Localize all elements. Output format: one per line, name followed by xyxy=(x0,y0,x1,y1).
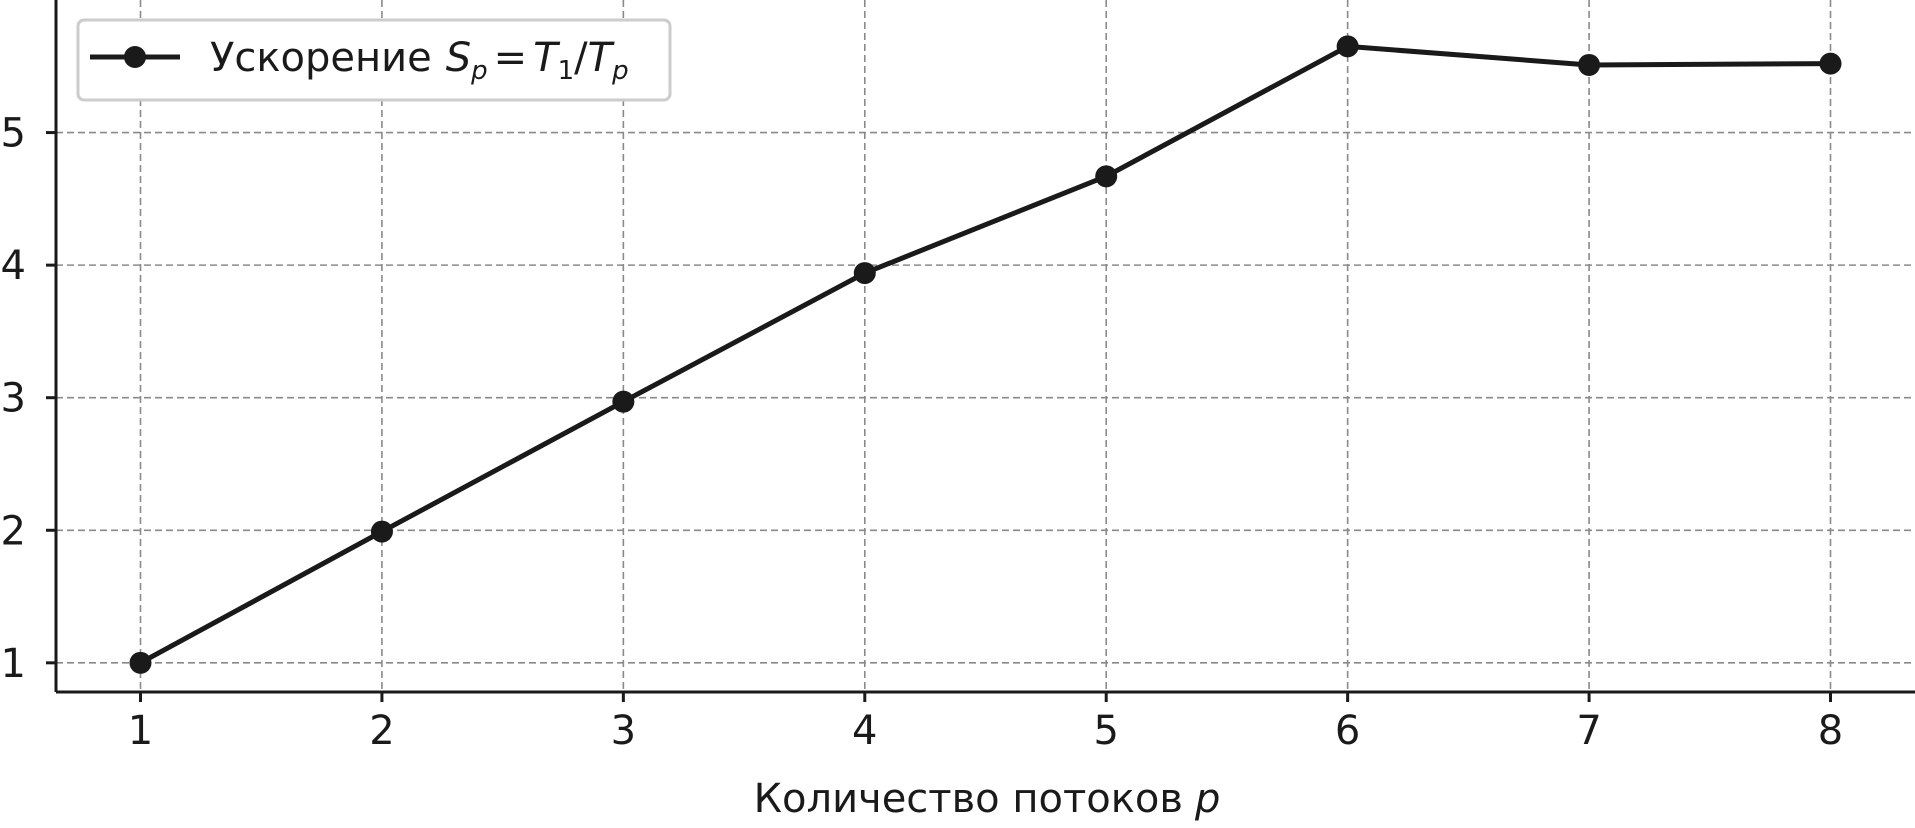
data-point-p4 xyxy=(853,262,876,285)
legend-marker-swatch xyxy=(124,46,146,68)
x-tick-label-5: 5 xyxy=(1093,708,1118,754)
legend-formula-sub-p2: p xyxy=(611,56,629,86)
data-point-p3 xyxy=(612,390,635,413)
legend-formula-equals: = xyxy=(494,35,528,81)
data-series xyxy=(129,35,1842,674)
grid-lines xyxy=(56,0,1915,692)
data-point-p6 xyxy=(1336,35,1359,58)
tick-labels: 1 2 3 4 5 6 7 8 1 2 3 4 5 xyxy=(1,111,1844,754)
legend-formula-sub-p: p xyxy=(470,56,488,86)
data-point-p5 xyxy=(1095,165,1118,188)
legend-formula-sub-1: 1 xyxy=(558,56,575,86)
data-point-p2 xyxy=(370,520,393,543)
x-tick-label-2: 2 xyxy=(369,708,394,754)
y-tick-label-3: 3 xyxy=(1,376,26,422)
y-tick-label-5: 5 xyxy=(1,111,26,157)
x-tick-label-7: 7 xyxy=(1576,708,1601,754)
legend-formula-s: S xyxy=(446,35,471,81)
data-point-p1 xyxy=(129,651,152,674)
x-axis-label-text: Количество потоков xyxy=(754,776,1183,822)
data-point-p7 xyxy=(1578,53,1601,76)
legend-formula-t: T xyxy=(533,35,561,81)
legend-formula-slash: / xyxy=(574,35,588,81)
legend-entry-label: Ускорение Sp = T1/Tp xyxy=(210,35,629,86)
y-tick-label-2: 2 xyxy=(1,508,26,554)
data-point-p8 xyxy=(1819,52,1842,75)
x-tick-label-4: 4 xyxy=(852,708,877,754)
x-tick-label-8: 8 xyxy=(1818,708,1843,754)
legend-series-name: Ускорение xyxy=(210,35,432,81)
y-tick-label-4: 4 xyxy=(1,243,26,289)
series-line-0 xyxy=(138,43,1833,666)
legend-box xyxy=(76,18,672,102)
y-tick-label-1: 1 xyxy=(1,641,26,687)
x-tick-label-3: 3 xyxy=(611,708,636,754)
axes xyxy=(46,0,1915,702)
x-axis-label: Количество потоков p xyxy=(754,776,1221,822)
x-axis-label-var: p xyxy=(1194,776,1220,822)
legend-formula-t2: T xyxy=(588,35,616,81)
x-tick-label-6: 6 xyxy=(1335,708,1360,754)
legend: Ускорение Sp = T1/Tp xyxy=(76,18,672,102)
x-tick-label-1: 1 xyxy=(128,708,153,754)
